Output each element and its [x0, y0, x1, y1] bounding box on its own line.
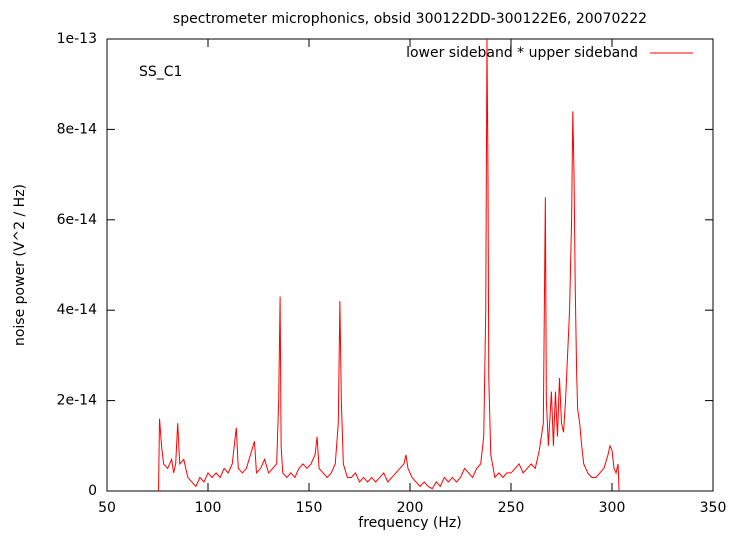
data-line: [158, 38, 620, 492]
y-tick-label: 0: [88, 483, 97, 499]
y-tick-label: 4e-14: [57, 302, 97, 318]
y-tick-label: 2e-14: [57, 393, 97, 409]
x-tick-label: 200: [397, 500, 424, 516]
legend-label: lower sideband * upper sideband: [406, 45, 638, 61]
chart-title: spectrometer microphonics, obsid 300122D…: [173, 11, 647, 27]
y-axis-label: noise power (V^2 / Hz): [12, 184, 28, 346]
y-tick-label: 6e-14: [57, 212, 97, 228]
x-axis-label: frequency (Hz): [358, 515, 461, 531]
y-tick-label: 8e-14: [57, 121, 97, 137]
x-tick-label: 100: [195, 500, 222, 516]
x-tick-label: 300: [599, 500, 626, 516]
x-tick-label: 50: [98, 500, 116, 516]
x-tick-label: 150: [296, 500, 323, 516]
plot-frame: [106, 38, 714, 492]
y-tick-label: 1e-13: [57, 31, 97, 47]
annotation: SS_C1: [139, 64, 182, 80]
x-tick-label: 250: [498, 500, 525, 516]
x-tick-label: 350: [700, 500, 727, 516]
